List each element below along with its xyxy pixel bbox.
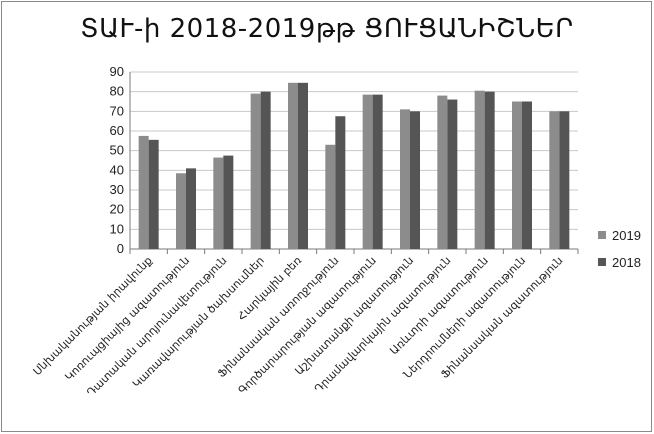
bar-2019 [250,93,261,249]
y-tick-label: 20 [110,202,124,217]
x-category-label: Դրամավարկային ազատություն [312,254,454,396]
y-tick-label: 80 [110,84,124,99]
bar-2018 [335,116,346,249]
bar-2018 [522,101,532,249]
bar-2019 [138,135,149,249]
y-tick-label: 10 [110,221,124,236]
bar-2018 [148,139,159,249]
y-tick-label: 50 [110,143,124,158]
legend-label-2019: 2019 [612,227,641,243]
bar-2019 [288,82,298,249]
bar-2018 [260,91,271,250]
bar-2019 [213,157,224,249]
legend-swatch-2019 [598,231,606,239]
legend: 2019 2018 [598,226,641,280]
bar-2018 [559,111,570,249]
y-tick-label: 40 [110,162,124,177]
bar-2019 [400,109,410,249]
y-tick-label: 60 [110,123,124,138]
bar-2018 [372,94,383,249]
bar-2019 [362,94,373,249]
legend-swatch-2018 [598,258,606,266]
y-tick-label: 30 [110,182,124,197]
bar-2018 [484,91,495,250]
y-tick-label: 70 [110,103,124,118]
bar-2018 [186,168,196,249]
legend-item-2018: 2018 [598,253,641,271]
chart-title: ՏԱՒ-ի 2018-2019թթ ՑՈՒՑԱՆԻՇՆԵՐ [80,14,574,44]
bar-2018 [447,99,458,250]
y-tick-label: 0 [117,241,124,256]
bar-2018 [410,111,420,249]
legend-item-2019: 2019 [598,226,641,244]
bar-2018 [223,155,234,249]
legend-label-2018: 2018 [612,254,641,270]
bar-2019 [176,173,186,249]
bar-2019 [549,111,560,249]
bar-2019 [474,90,485,249]
y-tick-label: 90 [110,64,124,79]
bar-2018 [298,82,308,249]
bar-2019 [325,144,336,249]
x-category-label: Դատական արդյունավետություն [84,254,229,399]
bar-2019 [437,95,448,249]
x-category-label: Գործարարության ազատություն [236,254,379,397]
x-category-label: Հարկային բեռ [235,254,304,323]
bar-2019 [512,101,522,249]
